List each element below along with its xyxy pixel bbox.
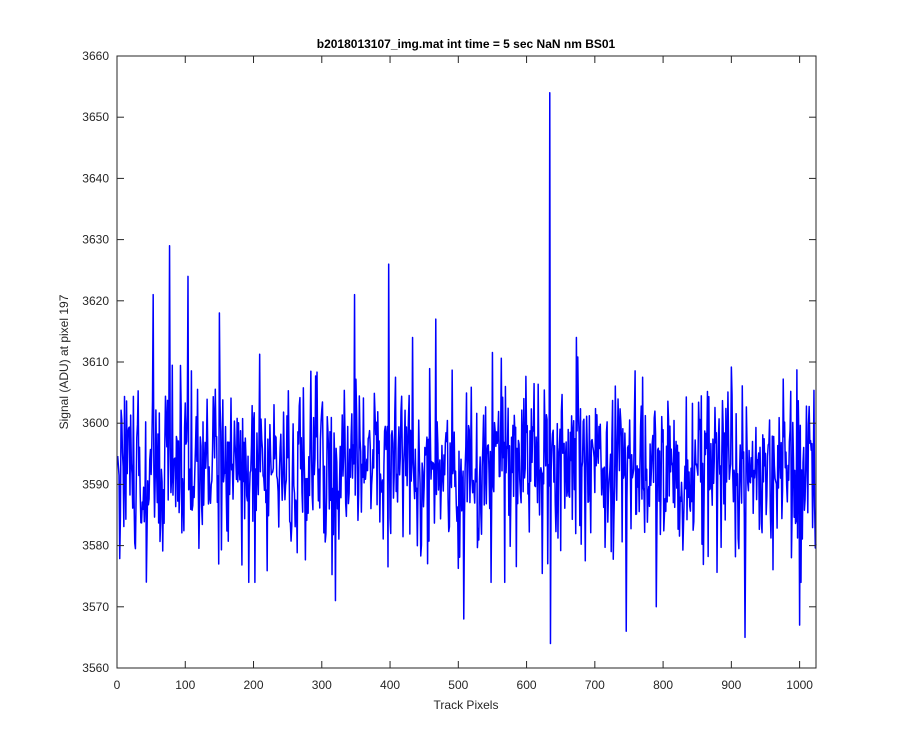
plot-background bbox=[117, 56, 816, 668]
chart-title: b2018013107_img.mat int time = 5 sec NaN… bbox=[317, 37, 616, 51]
x-axis: 0 100 200 300 400 500 600 700 800 900 1000 bbox=[114, 56, 813, 692]
y-tick-label: 3560 bbox=[82, 661, 109, 675]
y-tick-label: 3620 bbox=[82, 294, 109, 308]
y-tick-label: 3590 bbox=[82, 477, 109, 491]
y-tick-label: 3640 bbox=[82, 171, 109, 185]
y-axis: 3560 3570 3580 3590 3600 3610 3620 3630 3640 3650… bbox=[82, 49, 816, 675]
y-tick-label: 3610 bbox=[82, 355, 109, 369]
y-tick-label: 3580 bbox=[82, 539, 109, 553]
x-tick-label: 700 bbox=[585, 678, 605, 692]
y-tick-label: 3570 bbox=[82, 600, 109, 614]
x-tick-label: 900 bbox=[721, 678, 741, 692]
series-line-0 bbox=[116, 91, 817, 645]
x-tick-label: 1000 bbox=[786, 678, 813, 692]
x-tick-label: 800 bbox=[653, 678, 673, 692]
x-axis-label: Track Pixels bbox=[434, 698, 499, 712]
y-tick-label: 3650 bbox=[82, 110, 109, 124]
series-layer bbox=[116, 91, 817, 645]
y-tick-label: 3660 bbox=[82, 49, 109, 63]
y-tick-label: 3630 bbox=[82, 233, 109, 247]
x-tick-label: 0 bbox=[114, 678, 121, 692]
y-tick-label: 3600 bbox=[82, 416, 109, 430]
x-tick-label: 200 bbox=[244, 678, 264, 692]
x-tick-label: 300 bbox=[312, 678, 332, 692]
x-tick-label: 500 bbox=[448, 678, 468, 692]
y-axis-label: Signal (ADU) at pixel 197 bbox=[57, 294, 71, 429]
x-tick-label: 600 bbox=[517, 678, 537, 692]
x-tick-label: 100 bbox=[175, 678, 195, 692]
x-tick-label: 400 bbox=[380, 678, 400, 692]
